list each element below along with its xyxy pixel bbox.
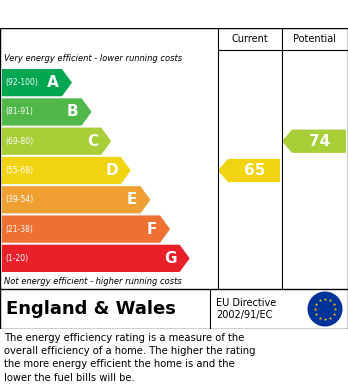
Polygon shape — [218, 159, 280, 182]
Polygon shape — [2, 157, 131, 184]
Text: 65: 65 — [244, 163, 266, 178]
Text: England & Wales: England & Wales — [6, 300, 176, 318]
Polygon shape — [2, 69, 72, 96]
Text: B: B — [67, 104, 79, 119]
Circle shape — [308, 292, 342, 326]
Text: Potential: Potential — [293, 34, 337, 44]
Polygon shape — [2, 215, 170, 243]
Text: G: G — [164, 251, 177, 266]
Polygon shape — [2, 127, 111, 155]
Text: (55-68): (55-68) — [5, 166, 33, 175]
Text: Current: Current — [232, 34, 268, 44]
Text: F: F — [147, 222, 157, 237]
Text: (81-91): (81-91) — [5, 108, 33, 117]
Text: C: C — [87, 134, 98, 149]
Polygon shape — [2, 245, 190, 272]
Polygon shape — [2, 98, 92, 126]
Text: 74: 74 — [309, 134, 331, 149]
Text: (69-80): (69-80) — [5, 137, 33, 146]
Text: A: A — [47, 75, 59, 90]
Polygon shape — [282, 129, 346, 153]
Text: Not energy efficient - higher running costs: Not energy efficient - higher running co… — [4, 276, 182, 285]
Text: E: E — [127, 192, 137, 207]
Text: EU Directive
2002/91/EC: EU Directive 2002/91/EC — [216, 298, 276, 320]
Text: Very energy efficient - lower running costs: Very energy efficient - lower running co… — [4, 54, 182, 63]
Text: D: D — [105, 163, 118, 178]
Text: (39-54): (39-54) — [5, 195, 33, 204]
Polygon shape — [2, 186, 150, 213]
Text: (1-20): (1-20) — [5, 254, 28, 263]
Text: The energy efficiency rating is a measure of the
overall efficiency of a home. T: The energy efficiency rating is a measur… — [4, 333, 255, 383]
Text: (92-100): (92-100) — [5, 78, 38, 87]
Text: (21-38): (21-38) — [5, 224, 33, 233]
Text: Energy Efficiency Rating: Energy Efficiency Rating — [69, 7, 279, 22]
